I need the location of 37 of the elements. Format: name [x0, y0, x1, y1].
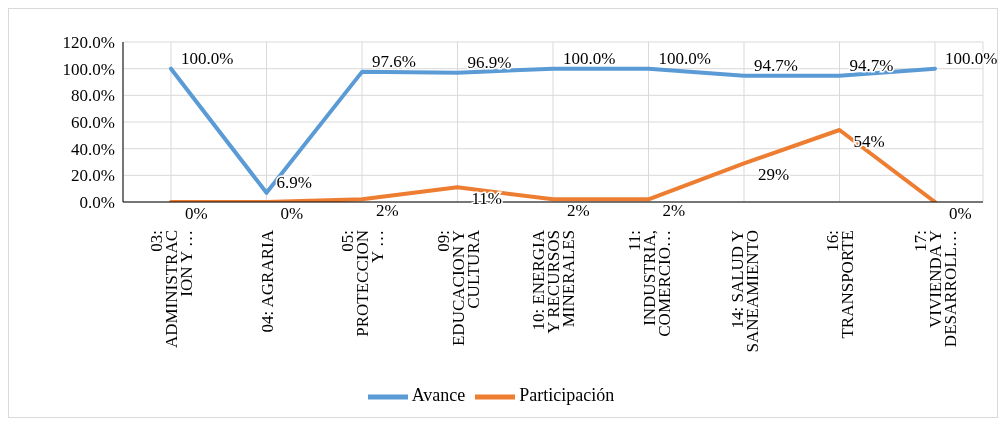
- x-tick-label: 05: PROTECCION Y …: [338, 230, 387, 337]
- data-label: 0%: [185, 204, 208, 223]
- x-tick-label: 04: AGRARIA: [257, 229, 277, 333]
- data-label: 100.0%: [181, 48, 234, 68]
- data-label: 2%: [376, 201, 399, 221]
- x-tick-label: 14: SALUD Y SANEAMIENTO: [727, 230, 762, 353]
- data-label: 97.6%: [372, 51, 416, 71]
- x-tick-label: 03: ADMINISTRACION Y …: [147, 230, 196, 349]
- data-label: 94.7%: [754, 55, 798, 75]
- data-label: 54%: [853, 132, 885, 151]
- x-tick-label: 11: INDUSTRIA, COMERCIO…: [624, 230, 674, 337]
- legend-label: Avance: [411, 385, 466, 406]
- y-tick-label: 20.0%: [71, 166, 115, 186]
- y-tick-label: 120.0%: [62, 33, 115, 53]
- line-series: [169, 128, 937, 202]
- x-tick-label: 09: EDUCACION Y CULTURA: [433, 229, 483, 347]
- x-tick-label: 10: ENERGIA Y RECURSOS MINERALES: [529, 229, 578, 334]
- legend-label: Participación: [519, 385, 615, 406]
- data-label: 100.0%: [945, 48, 998, 68]
- x-tick-label: 17: VIVIENDA Y DESARROLL…: [911, 230, 960, 348]
- y-tick-label: 80.0%: [71, 86, 115, 106]
- data-label: 0%: [280, 204, 304, 223]
- data-label: 11%: [471, 189, 503, 209]
- data-label: 29%: [758, 165, 790, 185]
- x-tick-label: 16: TRANSPORTE: [823, 230, 857, 339]
- data-label: 96.9%: [467, 52, 512, 72]
- y-tick-label: 100.0%: [62, 59, 115, 79]
- data-label: 2%: [662, 201, 686, 221]
- data-label: 94.7%: [849, 55, 894, 75]
- y-tick-label: 0.0%: [79, 193, 115, 213]
- y-tick-label: 60.0%: [71, 113, 115, 133]
- data-label: 0%: [949, 204, 972, 223]
- data-label: 100.0%: [563, 48, 616, 68]
- y-tick-label: 40.0%: [71, 139, 115, 159]
- data-label: 100.0%: [658, 48, 711, 68]
- data-label: 2%: [567, 201, 590, 221]
- data-label: 6.9%: [276, 172, 312, 192]
